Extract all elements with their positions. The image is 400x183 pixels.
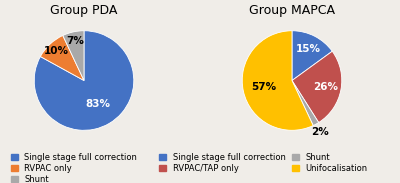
Wedge shape — [292, 31, 332, 81]
Text: 26%: 26% — [313, 82, 338, 92]
Title: Group MAPCA: Group MAPCA — [249, 4, 335, 17]
Wedge shape — [292, 81, 319, 126]
Text: 10%: 10% — [44, 46, 68, 56]
Title: Group PDA: Group PDA — [50, 4, 118, 17]
Legend: Single stage full correction, RVPAC/TAP only, Shunt, Unifocalisation: Single stage full correction, RVPAC/TAP … — [159, 153, 368, 173]
Wedge shape — [242, 31, 313, 130]
Legend: Single stage full correction, RVPAC only, Shunt: Single stage full correction, RVPAC only… — [11, 153, 137, 183]
Text: 15%: 15% — [296, 44, 321, 54]
Wedge shape — [40, 36, 84, 81]
Text: 7%: 7% — [66, 36, 84, 46]
Text: 57%: 57% — [251, 82, 276, 92]
Wedge shape — [292, 51, 342, 123]
Wedge shape — [34, 31, 134, 130]
Text: 83%: 83% — [86, 99, 110, 109]
Text: 2%: 2% — [312, 127, 329, 137]
Wedge shape — [63, 31, 84, 81]
